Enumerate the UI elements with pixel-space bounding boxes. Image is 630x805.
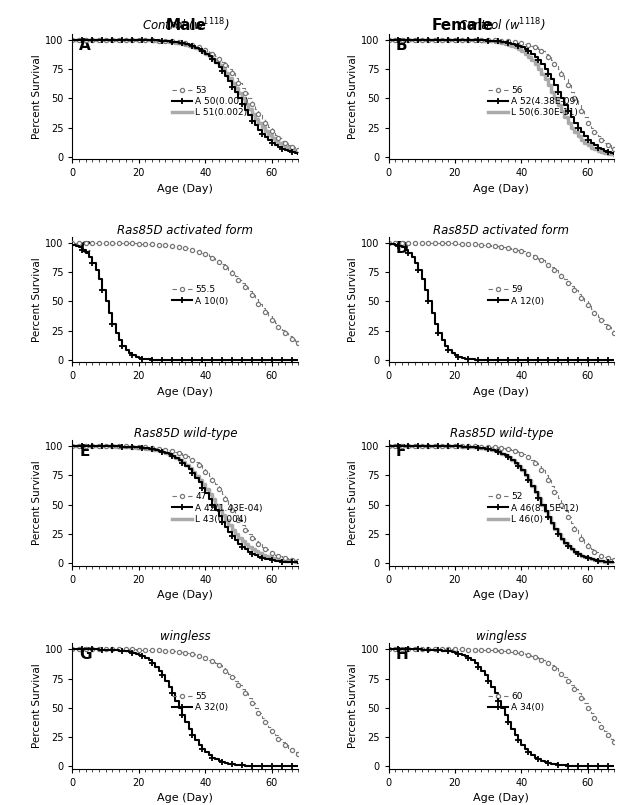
X-axis label: Age (Day): Age (Day): [473, 794, 529, 803]
Text: G: G: [79, 647, 92, 663]
X-axis label: Age (Day): Age (Day): [158, 590, 214, 601]
Legend: 59, A 12(0): 59, A 12(0): [488, 286, 544, 306]
Legend: 55, A 32(0): 55, A 32(0): [172, 691, 229, 712]
Title: Control (w$^{1118}$): Control (w$^{1118}$): [142, 16, 229, 34]
Title: Ras85D activated form: Ras85D activated form: [433, 224, 570, 237]
Legend: 56, A 52(4.38E-09), L 50(6.30E-11): 56, A 52(4.38E-09), L 50(6.30E-11): [488, 86, 579, 118]
Y-axis label: Percent Survival: Percent Survival: [32, 460, 42, 545]
Title: Ras85D wild-type: Ras85D wild-type: [134, 427, 237, 440]
Text: H: H: [395, 647, 408, 663]
Text: C: C: [79, 241, 90, 256]
Y-axis label: Percent Survival: Percent Survival: [348, 663, 358, 749]
Text: Male: Male: [165, 18, 207, 33]
Y-axis label: Percent Survival: Percent Survival: [32, 258, 42, 342]
Legend: 55.5, A 10(0): 55.5, A 10(0): [172, 286, 229, 306]
X-axis label: Age (Day): Age (Day): [473, 387, 529, 397]
Text: F: F: [395, 444, 406, 459]
X-axis label: Age (Day): Age (Day): [473, 184, 529, 194]
Text: B: B: [395, 38, 407, 52]
Title: wingless: wingless: [160, 630, 210, 643]
Legend: 47, A 42(1.43E-04), L 43(0.004): 47, A 42(1.43E-04), L 43(0.004): [172, 493, 263, 524]
Text: Female: Female: [432, 18, 494, 33]
Y-axis label: Percent Survival: Percent Survival: [348, 460, 358, 545]
Title: Ras85D activated form: Ras85D activated form: [117, 224, 253, 237]
Legend: 53, A 50(0.001), L 51(0.002): 53, A 50(0.001), L 51(0.002): [172, 86, 249, 118]
Text: D: D: [395, 241, 408, 256]
X-axis label: Age (Day): Age (Day): [473, 590, 529, 601]
Y-axis label: Percent Survival: Percent Survival: [348, 54, 358, 139]
Y-axis label: Percent Survival: Percent Survival: [348, 258, 358, 342]
Y-axis label: Percent Survival: Percent Survival: [32, 54, 42, 139]
Title: Control (w$^{1118}$): Control (w$^{1118}$): [457, 16, 545, 34]
Y-axis label: Percent Survival: Percent Survival: [32, 663, 42, 749]
Text: A: A: [79, 38, 91, 52]
X-axis label: Age (Day): Age (Day): [158, 184, 214, 194]
X-axis label: Age (Day): Age (Day): [158, 794, 214, 803]
Legend: 60, A 34(0): 60, A 34(0): [488, 691, 544, 712]
Title: Ras85D wild-type: Ras85D wild-type: [450, 427, 553, 440]
X-axis label: Age (Day): Age (Day): [158, 387, 214, 397]
Title: wingless: wingless: [476, 630, 527, 643]
Text: E: E: [79, 444, 89, 459]
Legend: 52, A 46(8.15E-12), L 46(0): 52, A 46(8.15E-12), L 46(0): [488, 493, 579, 524]
